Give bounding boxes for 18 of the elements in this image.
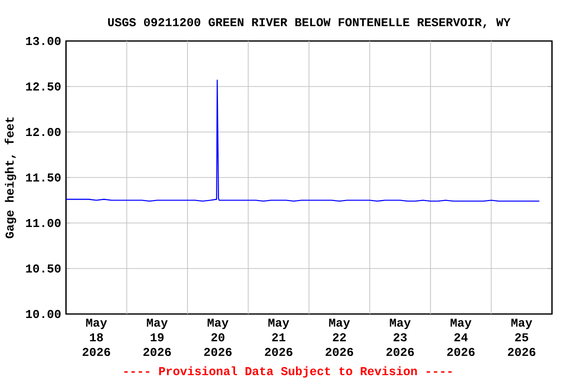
y-tick-label: 10.00: [26, 310, 61, 318]
x-tick-label: May 21 2026: [264, 318, 292, 356]
y-tick-label: 12.00: [26, 128, 61, 136]
x-tick-label: May 24 2026: [447, 318, 475, 356]
y-tick-label: 10.50: [26, 264, 61, 273]
x-tick-label: May 20 2026: [204, 318, 232, 356]
x-tick-label: May 19 2026: [143, 318, 171, 356]
x-tick-label: May 25 2026: [508, 318, 536, 356]
y-tick-label: 11.00: [26, 218, 61, 228]
y-tick-label: 12.50: [26, 82, 61, 91]
text: ---- Provisional Data Subject to Revision ----: [124, 366, 452, 378]
y-axis-title: Gage height, feet: [4, 117, 16, 238]
x-tick-label: May 18 2026: [82, 318, 110, 356]
chart-title: USGS 09211200 GREEN RIVER BELOW FONTENELLE RESERVOIR, WY: [108, 18, 511, 28]
x-tick-label: May 23 2026: [386, 318, 414, 356]
x-tick-label: May 22 2026: [326, 318, 354, 356]
y-tick-label: 13.00: [26, 36, 61, 46]
y-tick-label: 11.50: [26, 173, 61, 182]
